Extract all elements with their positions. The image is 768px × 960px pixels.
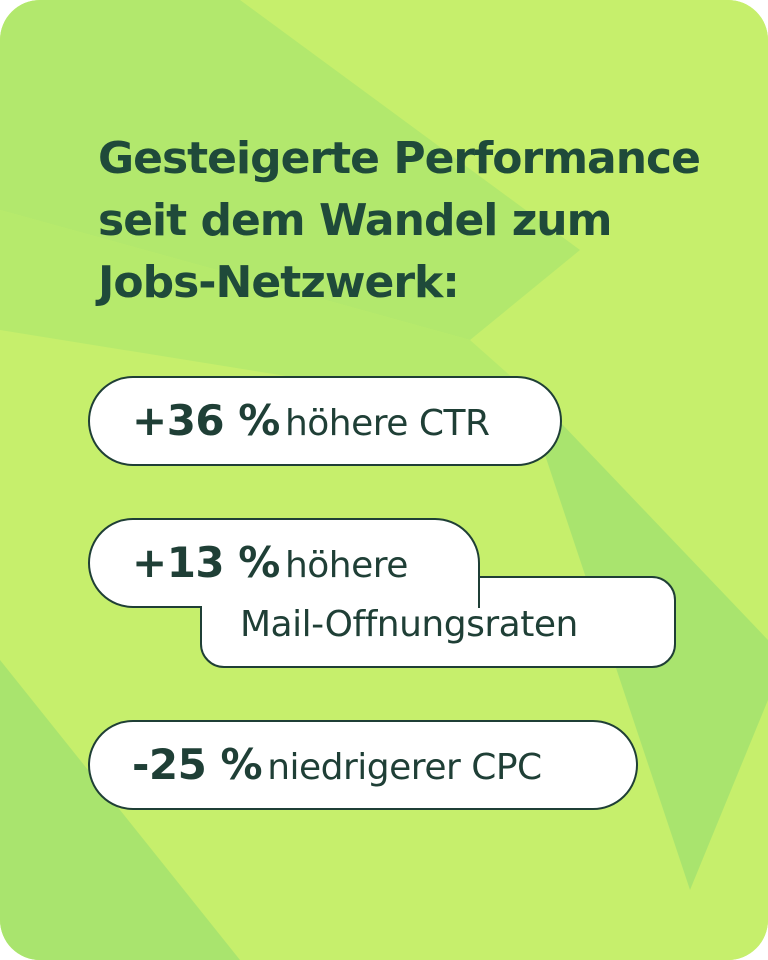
bg-shape-band [0, 210, 560, 420]
bg-shape-bottom-left [0, 660, 240, 960]
stat-value: -25 % [132, 740, 263, 789]
bg-shape-top [0, 0, 580, 340]
stat-pill-cpc: -25 % niedrigerer CPC [88, 720, 638, 810]
headline-line-2: seit dem Wandel zum [98, 195, 612, 246]
stat-pill-ctr: +36 % höhere CTR [88, 376, 562, 466]
headline-line-3: Jobs-Netzwerk: [98, 257, 460, 308]
stat-value: +36 % [132, 396, 280, 445]
pill-join-mask [202, 578, 478, 608]
stat-label: höhere CTR [284, 403, 490, 444]
stat-label: niedrigerer CPC [267, 747, 542, 788]
headline-line-1: Gesteigerte Performance [98, 133, 701, 184]
stat-label-line-2: Mail-Öffnungsraten [240, 604, 578, 645]
headline: Gesteigerte Performance seit dem Wandel … [98, 128, 718, 314]
